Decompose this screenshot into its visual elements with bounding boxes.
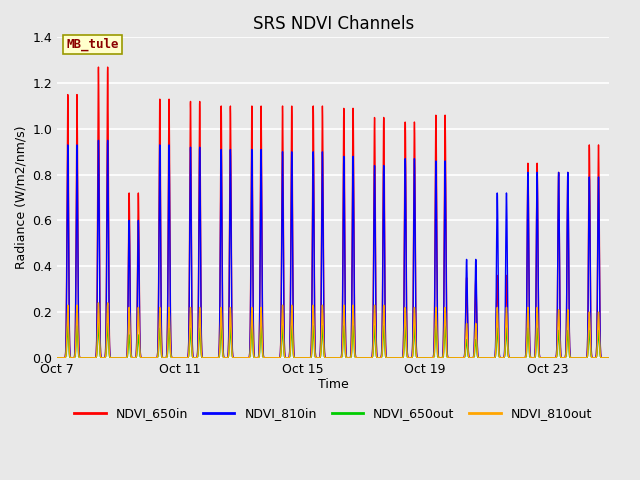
NDVI_650in	[605, 355, 613, 360]
Line: NDVI_810in: NDVI_810in	[57, 140, 609, 358]
NDVI_650in	[387, 355, 395, 360]
NDVI_810in	[387, 355, 395, 360]
NDVI_810in	[207, 355, 215, 360]
Text: MB_tule: MB_tule	[66, 37, 119, 51]
NDVI_810in	[172, 355, 179, 360]
NDVI_810out	[172, 355, 179, 360]
NDVI_810out	[53, 355, 61, 360]
NDVI_650in	[172, 355, 179, 360]
NDVI_650in	[397, 355, 404, 360]
NDVI_810out	[95, 300, 102, 306]
NDVI_650out	[207, 355, 215, 360]
NDVI_650out	[605, 355, 612, 360]
NDVI_650in	[553, 339, 561, 345]
NDVI_810out	[207, 355, 215, 360]
NDVI_810out	[605, 355, 613, 360]
NDVI_810out	[397, 355, 404, 360]
NDVI_650out	[95, 321, 102, 326]
NDVI_650out	[605, 355, 613, 360]
Line: NDVI_650in: NDVI_650in	[57, 67, 609, 358]
NDVI_810in	[397, 355, 404, 360]
Title: SRS NDVI Channels: SRS NDVI Channels	[253, 15, 414, 33]
NDVI_810in	[605, 355, 612, 360]
NDVI_810in	[553, 339, 561, 345]
Legend: NDVI_650in, NDVI_810in, NDVI_650out, NDVI_810out: NDVI_650in, NDVI_810in, NDVI_650out, NDV…	[69, 403, 597, 425]
NDVI_810in	[53, 355, 61, 360]
Line: NDVI_810out: NDVI_810out	[57, 303, 609, 358]
NDVI_810out	[553, 351, 561, 357]
Y-axis label: Radiance (W/m2/nm/s): Radiance (W/m2/nm/s)	[15, 126, 28, 269]
NDVI_650out	[172, 355, 179, 360]
NDVI_810in	[95, 137, 102, 143]
NDVI_650in	[207, 355, 215, 360]
NDVI_810out	[605, 355, 612, 360]
Line: NDVI_650out: NDVI_650out	[57, 324, 609, 358]
NDVI_650out	[387, 355, 395, 360]
NDVI_650out	[53, 355, 61, 360]
NDVI_650in	[605, 355, 612, 360]
NDVI_810out	[387, 355, 395, 360]
NDVI_650out	[397, 355, 404, 360]
X-axis label: Time: Time	[318, 378, 349, 391]
NDVI_650in	[53, 355, 61, 360]
NDVI_650out	[553, 353, 561, 359]
NDVI_650in	[95, 64, 102, 70]
NDVI_810in	[605, 355, 613, 360]
